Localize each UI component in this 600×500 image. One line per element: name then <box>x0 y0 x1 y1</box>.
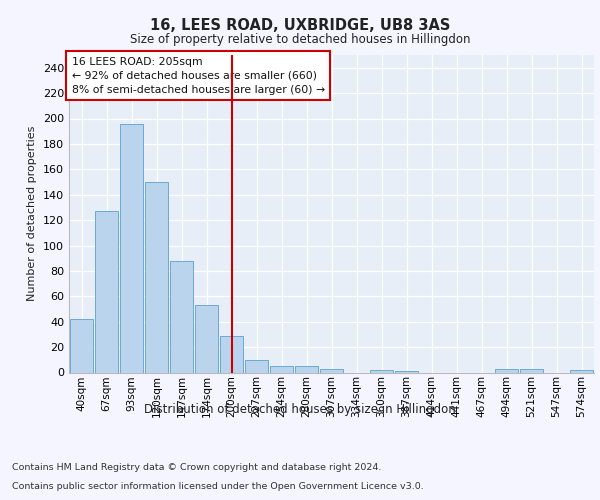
Bar <box>120 124 143 372</box>
Bar <box>95 211 118 372</box>
Bar <box>570 370 593 372</box>
Text: 16 LEES ROAD: 205sqm
← 92% of detached houses are smaller (660)
8% of semi-detac: 16 LEES ROAD: 205sqm ← 92% of detached h… <box>71 56 325 94</box>
Bar <box>270 366 293 372</box>
Bar <box>395 371 418 372</box>
Text: Contains HM Land Registry data © Crown copyright and database right 2024.: Contains HM Land Registry data © Crown c… <box>12 464 382 472</box>
Text: 16, LEES ROAD, UXBRIDGE, UB8 3AS: 16, LEES ROAD, UXBRIDGE, UB8 3AS <box>150 18 450 32</box>
Bar <box>495 368 518 372</box>
Text: Distribution of detached houses by size in Hillingdon: Distribution of detached houses by size … <box>144 402 456 415</box>
Bar <box>370 370 393 372</box>
Bar <box>170 260 193 372</box>
Bar <box>70 319 93 372</box>
Text: Size of property relative to detached houses in Hillingdon: Size of property relative to detached ho… <box>130 32 470 46</box>
Text: Contains public sector information licensed under the Open Government Licence v3: Contains public sector information licen… <box>12 482 424 491</box>
Bar <box>145 182 168 372</box>
Bar <box>295 366 318 372</box>
Bar <box>320 368 343 372</box>
Bar <box>220 336 243 372</box>
Y-axis label: Number of detached properties: Number of detached properties <box>28 126 37 302</box>
Bar <box>195 305 218 372</box>
Bar <box>520 368 543 372</box>
Bar <box>245 360 268 372</box>
